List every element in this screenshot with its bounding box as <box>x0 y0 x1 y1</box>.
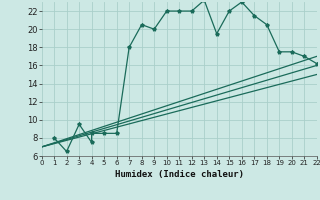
X-axis label: Humidex (Indice chaleur): Humidex (Indice chaleur) <box>115 170 244 179</box>
